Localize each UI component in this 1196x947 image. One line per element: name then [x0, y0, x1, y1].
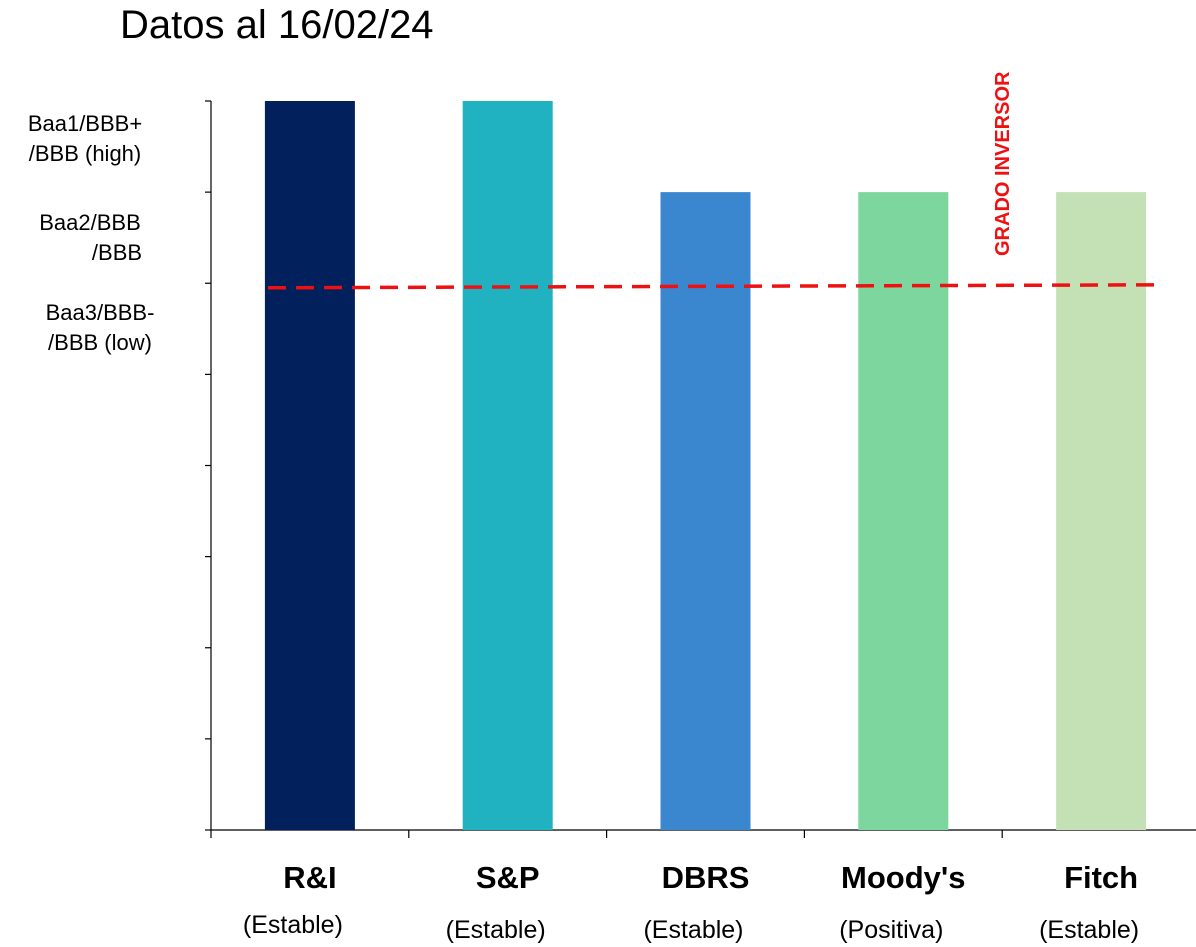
threshold-label: GRADO INVERSOR [992, 71, 1014, 256]
bars [264, 101, 1147, 830]
y-tick-label: /BBB [92, 240, 142, 265]
bar-3 [858, 192, 949, 830]
x-category-label: R&I [283, 860, 336, 895]
x-outlook-label: (Estable) [446, 916, 546, 944]
x-category-label: Moody's [841, 860, 965, 895]
x-outlook-label: (Estable) [643, 916, 743, 944]
threshold-group: GRADO INVERSOR [267, 71, 1161, 290]
bar-4 [1056, 192, 1147, 830]
bar-2 [660, 192, 751, 830]
x-outlook-label: (Estable) [1039, 916, 1139, 944]
y-tick-label: Baa3/BBB- [46, 300, 155, 325]
x-category-label: S&P [476, 860, 540, 895]
x-category-label: Fitch [1064, 860, 1138, 895]
x-category-labels: R&I (Estable) S&P (Estable) DBRS (Estable) Moo… [243, 860, 1139, 944]
axes [205, 100, 1196, 838]
y-tick-label: Baa1/BBB+ [28, 111, 142, 136]
y-tick-label: Baa2/BBB [39, 210, 141, 235]
x-outlook-label: (Positiva) [839, 916, 943, 944]
y-tick-labels: Baa1/BBB+ /BBB (high) Baa2/BBB/BBB Baa3/BBB… [28, 111, 155, 355]
chart-title: Datos al 16/02/24 [120, 3, 434, 47]
y-tick-label: /BBB (low) [48, 330, 152, 355]
bar-1 [462, 101, 553, 830]
bar-0 [264, 101, 355, 830]
investment-grade-threshold-line [267, 283, 1161, 290]
y-tick-label: /BBB (high) [29, 141, 142, 166]
x-outlook-label: (Estable) [243, 911, 343, 939]
x-category-label: DBRS [662, 860, 750, 895]
